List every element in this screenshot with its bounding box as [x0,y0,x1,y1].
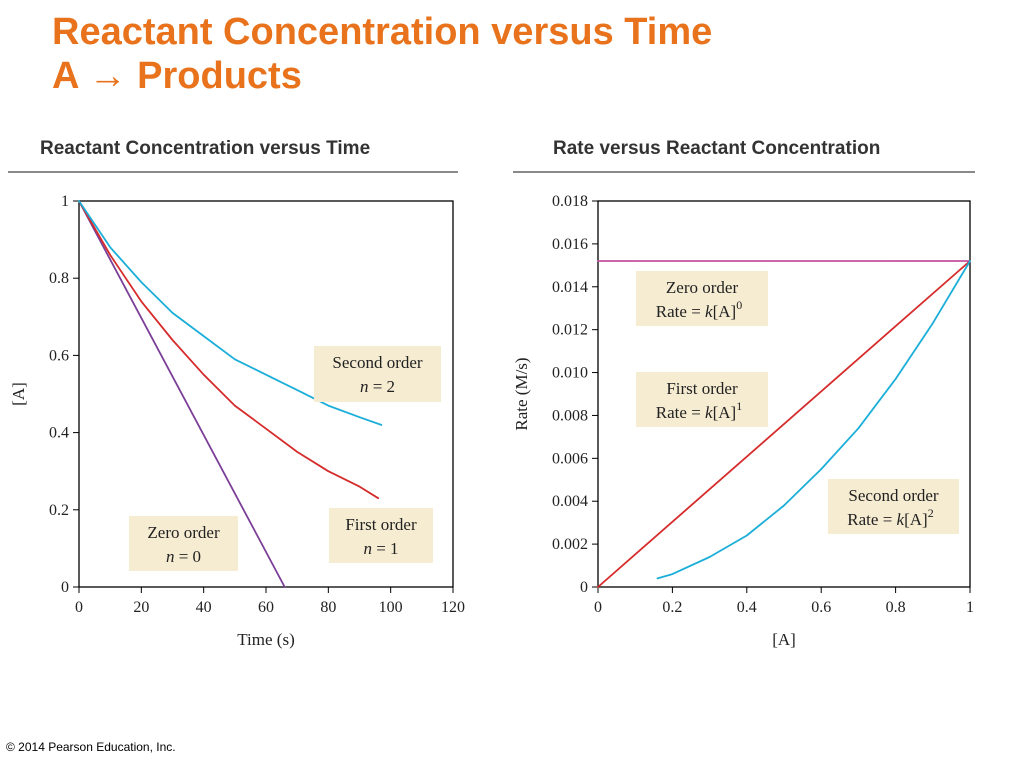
left-y-tick-label: 0.8 [49,270,69,287]
left-y-tick-label: 0.4 [49,425,69,442]
slide-title-line-1: Reactant Concentration versus Time [52,11,713,53]
left-y-tick-label: 0 [61,579,69,596]
right-x-tick-label: 0.8 [886,599,906,616]
left-x-tick-label: 60 [258,599,274,616]
right-y-tick-label: 0.010 [552,365,588,382]
left-annotation-heading: First order [345,515,417,534]
right-annotation-heading: Second order [848,486,939,505]
left-x-tick-label: 0 [75,599,83,616]
right-chart-title: Rate versus Reactant Concentration [553,138,881,159]
right-y-tick-label: 0.012 [552,322,588,339]
right-annotation-box [828,479,959,534]
right-series-first-order-line [597,260,971,588]
left-x-axis-label: Time (s) [237,630,294,649]
right-y-tick-label: 0 [580,579,588,596]
right-chart: 0 0.2 0.4 0.6 0.8 1 0 0.002 0.004 0.006 0.008 0.010… [512,193,974,649]
copyright-footer: © 2014 Pearson Education, Inc. [6,740,176,754]
left-annotation-box [129,516,238,571]
right-x-tick-label: 0 [594,599,602,616]
left-series-zero-order-line [78,200,286,588]
left-y-axis-label: [A] [9,382,28,406]
right-y-axis-label: Rate (M/s) [512,357,531,430]
right-annotation-formula: Rate = k[A]0 [656,298,742,321]
left-x-tick-label: 120 [441,599,465,616]
right-y-tick-label: 0.006 [552,450,588,467]
left-y-tick-label: 0.6 [49,347,69,364]
right-annotation-heading: Zero order [666,278,739,297]
left-annotation-formula: n = 0 [166,547,201,566]
right-x-tick-label: 1 [966,599,974,616]
right-annotation-formula: Rate = k[A]2 [847,506,933,529]
right-y-tick-label: 0.014 [552,279,588,296]
right-y-tick-label: 0.016 [552,236,588,253]
right-y-tick-label: 0.004 [552,493,588,510]
left-annotation-first-order: First order n = 1 [329,508,433,563]
left-chart-title-rule [8,171,458,173]
slide-title-line-2: A → Products [52,55,302,97]
left-annotation-heading: Zero order [147,523,220,542]
left-series-second-order-line [78,200,383,426]
right-y-tick-label: 0.008 [552,407,588,424]
left-x-tick-label: 100 [379,599,403,616]
left-x-tick-label: 40 [196,599,212,616]
left-series-first-order-line [78,200,380,500]
left-y-tick-label: 0.2 [49,502,69,519]
right-x-tick-label: 0.6 [811,599,831,616]
left-chart: 0 20 40 60 80 100 120 0 0.2 0.4 0.6 0.8 1 Time (s) [A]… [9,193,465,649]
right-annotation-box [636,271,768,326]
right-annotation-formula: Rate = k[A]1 [656,399,742,422]
left-x-tick-label: 80 [320,599,336,616]
right-x-tick-label: 0.2 [662,599,682,616]
right-x-axis-label: [A] [772,630,796,649]
right-annotation-box [636,372,768,427]
left-annotation-formula: n = 1 [363,539,398,558]
slide-title: Reactant Concentration versus Time A → P… [52,10,712,98]
left-y-tick-label: 1 [61,193,69,210]
right-y-tick-label: 0.002 [552,536,588,553]
left-annotation-box [329,508,433,563]
left-chart-title: Reactant Concentration versus Time [40,138,371,159]
left-annotation-second-order: Second order n = 2 [314,346,441,402]
right-y-tick-label: 0.018 [552,193,588,210]
right-annotation-heading: First order [666,379,738,398]
left-annotation-formula: n = 2 [360,377,395,396]
left-annotation-zero-order: Zero order n = 0 [129,516,238,571]
left-annotation-heading: Second order [332,353,423,372]
left-annotation-box [314,346,441,402]
right-chart-title-rule [513,171,975,173]
right-series-second-order-line [656,260,971,580]
right-x-tick-label: 0.4 [737,599,757,616]
left-x-tick-label: 20 [133,599,149,616]
